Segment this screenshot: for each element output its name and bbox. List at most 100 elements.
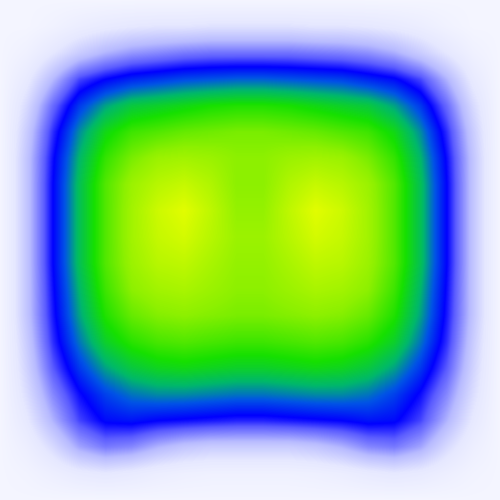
heatmap-cell <box>325 0 350 25</box>
heatmap-cell <box>75 175 100 200</box>
heatmap-cell <box>425 200 450 225</box>
heatmap-cell <box>400 200 425 225</box>
heatmap-cell <box>475 425 500 450</box>
heatmap-cell <box>0 275 25 300</box>
heatmap-cell <box>200 300 225 325</box>
heatmap-cell <box>450 75 475 100</box>
heatmap-cell <box>250 300 275 325</box>
heatmap-cell <box>275 275 300 300</box>
heatmap-cell <box>450 250 475 275</box>
heatmap-cell <box>100 175 125 200</box>
heatmap-cell <box>300 250 325 275</box>
heatmap-cell <box>275 425 300 450</box>
heatmap-cell <box>325 475 350 500</box>
heatmap-cell <box>150 225 175 250</box>
heatmap-cell <box>350 425 375 450</box>
heatmap-cell <box>450 425 475 450</box>
heatmap-cell <box>250 50 275 75</box>
heatmap-cell <box>150 25 175 50</box>
heatmap-cell <box>175 250 200 275</box>
heatmap-cell <box>300 300 325 325</box>
heatmap-cell <box>225 325 250 350</box>
heatmap-cell <box>350 175 375 200</box>
heatmap-cell <box>450 125 475 150</box>
heatmap-cell <box>150 300 175 325</box>
heatmap-cell <box>50 100 75 125</box>
heatmap-cell <box>425 225 450 250</box>
heatmap-cell <box>75 225 100 250</box>
heatmap-cell <box>75 325 100 350</box>
heatmap-cell <box>100 400 125 425</box>
heatmap-cell <box>275 350 300 375</box>
heatmap-cell <box>325 200 350 225</box>
heatmap-cell <box>225 175 250 200</box>
heatmap-cell <box>50 0 75 25</box>
heatmap-cell <box>425 350 450 375</box>
heatmap-cell <box>350 50 375 75</box>
heatmap-cell <box>350 200 375 225</box>
heatmap-cell <box>275 475 300 500</box>
heatmap-cell <box>250 175 275 200</box>
heatmap-cell <box>225 350 250 375</box>
heatmap-cell <box>350 400 375 425</box>
heatmap-cell <box>175 125 200 150</box>
heatmap-cell <box>225 150 250 175</box>
heatmap-cell <box>475 400 500 425</box>
heatmap-cell <box>475 475 500 500</box>
heatmap-cell <box>125 25 150 50</box>
heatmap-cell <box>200 50 225 75</box>
heatmap-cell <box>250 125 275 150</box>
heatmap-cell <box>300 275 325 300</box>
heatmap-cell <box>425 75 450 100</box>
heatmap-cell <box>75 50 100 75</box>
heatmap-cell <box>475 325 500 350</box>
heatmap-cell <box>25 225 50 250</box>
heatmap-cell <box>150 0 175 25</box>
heatmap-cell <box>400 400 425 425</box>
heatmap-cell <box>325 75 350 100</box>
heatmap-cell <box>0 425 25 450</box>
heatmap-cell <box>100 350 125 375</box>
heatmap-cell <box>300 0 325 25</box>
heatmap-cell <box>425 0 450 25</box>
heatmap-cell <box>50 350 75 375</box>
heatmap-cell <box>225 225 250 250</box>
heatmap-cell <box>150 200 175 225</box>
heatmap-cell <box>400 275 425 300</box>
heatmap-cell <box>100 425 125 450</box>
heatmap-cell <box>400 50 425 75</box>
heatmap-cell <box>375 75 400 100</box>
heatmap-cell <box>75 75 100 100</box>
heatmap-cell <box>125 75 150 100</box>
heatmap-cell <box>275 225 300 250</box>
heatmap-cell <box>450 0 475 25</box>
heatmap-cell <box>75 450 100 475</box>
heatmap-cell <box>275 75 300 100</box>
heatmap-cell <box>150 50 175 75</box>
heatmap-cell <box>75 475 100 500</box>
heatmap-cell <box>175 0 200 25</box>
heatmap-cell <box>200 350 225 375</box>
heatmap-cell <box>175 325 200 350</box>
heatmap-cell <box>100 300 125 325</box>
heatmap-cell <box>200 325 225 350</box>
heatmap-cell <box>275 400 300 425</box>
heatmap-cell <box>250 275 275 300</box>
heatmap-cell <box>25 300 50 325</box>
heatmap-cell <box>100 0 125 25</box>
heatmap-cell <box>400 250 425 275</box>
heatmap-cell <box>350 25 375 50</box>
heatmap-cell <box>0 225 25 250</box>
heatmap-cell <box>25 275 50 300</box>
heatmap-cell <box>275 25 300 50</box>
heatmap-cell <box>425 400 450 425</box>
heatmap-cell <box>450 225 475 250</box>
heatmap-cell <box>25 350 50 375</box>
heatmap-cell <box>225 275 250 300</box>
heatmap-cell <box>425 100 450 125</box>
heatmap-cell <box>175 425 200 450</box>
heatmap-cell <box>75 400 100 425</box>
heatmap-cell <box>75 25 100 50</box>
heatmap-cell <box>200 175 225 200</box>
heatmap-cell <box>375 0 400 25</box>
